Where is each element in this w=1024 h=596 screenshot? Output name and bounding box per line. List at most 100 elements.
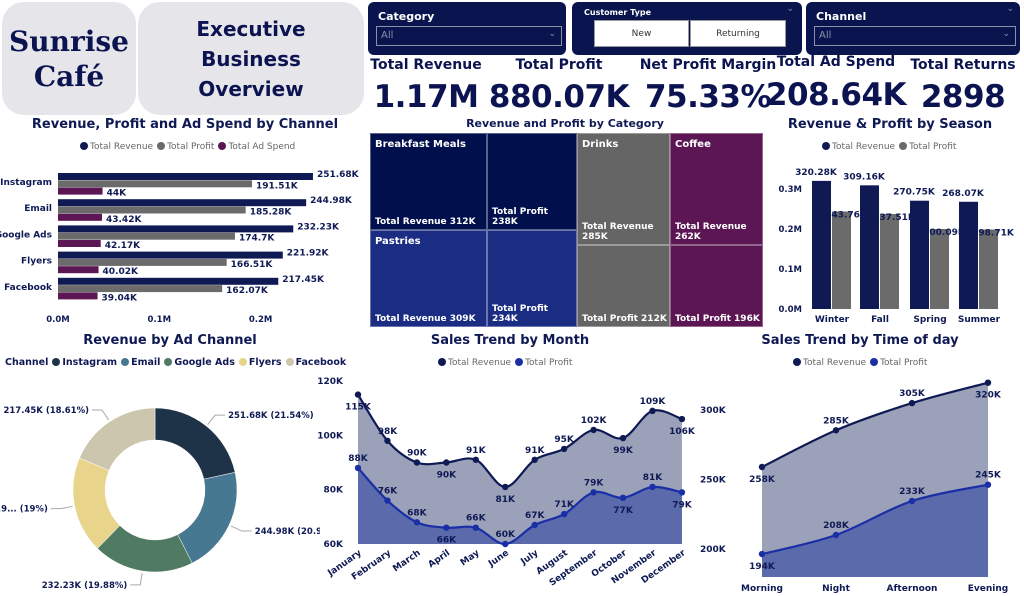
treemap-tile[interactable]: Total Profit 196K bbox=[670, 245, 763, 327]
data-label: 243.76K bbox=[825, 210, 868, 220]
bar bbox=[979, 229, 998, 309]
legend-item-revenue: Total Revenue bbox=[793, 358, 866, 368]
y-tick-label: 0.2M bbox=[778, 225, 802, 235]
data-label: 191.51K bbox=[256, 181, 299, 191]
legend-item: Instagram bbox=[52, 357, 117, 368]
data-label: 217.45K bbox=[282, 275, 325, 285]
x-axis-tick-label: May bbox=[459, 548, 482, 568]
category-label: Spring bbox=[913, 315, 946, 325]
data-label: 67K bbox=[525, 511, 546, 521]
y-tick-label: 0.0M bbox=[778, 305, 802, 315]
treemap-tile[interactable]: Pastries Total Revenue 309K bbox=[370, 230, 487, 327]
data-label: 76K bbox=[378, 487, 399, 497]
kpi-net-profit-margin-value: 75.33% bbox=[644, 79, 772, 115]
data-label: 106K bbox=[669, 427, 696, 437]
bar bbox=[58, 187, 103, 195]
data-point bbox=[619, 494, 627, 502]
category-dropdown[interactable]: All ⌄ bbox=[376, 26, 562, 46]
kpi-net-profit-margin-label: Net Profit Margin bbox=[639, 57, 777, 73]
brand-logo: Sunrise Café bbox=[2, 2, 136, 115]
category-label: Summer bbox=[958, 315, 1001, 325]
x-axis-tick-label: Morning bbox=[741, 584, 783, 594]
y2-axis-tick-label: 300K bbox=[700, 406, 727, 416]
data-point bbox=[590, 489, 597, 496]
series-area bbox=[762, 484, 988, 577]
data-label: 244.98K bbox=[310, 196, 353, 206]
tile-value-label: Total Revenue 262K bbox=[675, 222, 747, 242]
data-point bbox=[502, 540, 509, 548]
donut-chart-legend: Channel Instagram Email Google Ads Flyers Fa… bbox=[5, 357, 346, 368]
legend-item-revenue: Total Revenue bbox=[438, 358, 511, 368]
data-label: 98K bbox=[378, 427, 399, 437]
bar bbox=[58, 266, 99, 274]
data-point bbox=[413, 459, 421, 466]
data-label: 251.68K (21.54%) bbox=[228, 411, 314, 421]
channel-bar-chart-legend: Total Revenue Total Profit Total Ad Spen… bbox=[80, 142, 295, 152]
bar bbox=[812, 180, 831, 309]
channel-bar-chart-title: Revenue, Profit and Ad Spend by Channel bbox=[31, 117, 339, 132]
donut-slice bbox=[177, 472, 238, 564]
data-point bbox=[472, 524, 479, 531]
data-point bbox=[531, 521, 538, 529]
data-label: 162.07K bbox=[226, 286, 269, 296]
data-label: 79K bbox=[584, 478, 605, 488]
chevron-down-icon[interactable]: ⌄ bbox=[1006, 4, 1014, 14]
tile-value-label: Total Revenue 312K bbox=[375, 217, 476, 227]
y-axis-tick-label: 120K bbox=[317, 377, 344, 387]
bar bbox=[58, 225, 294, 233]
customer-type-new-button[interactable]: New bbox=[594, 20, 689, 47]
chevron-down-icon[interactable]: ⌄ bbox=[786, 4, 794, 14]
leader-line bbox=[130, 572, 143, 586]
data-label: 251.68K bbox=[317, 170, 360, 180]
data-point bbox=[832, 531, 840, 539]
data-label: 198.71K bbox=[972, 229, 1015, 239]
channel-dropdown[interactable]: All ⌄ bbox=[814, 26, 1016, 46]
x-axis-tick-label: Night bbox=[822, 584, 850, 594]
legend-item-profit: Total Profit bbox=[515, 358, 572, 368]
treemap-tile[interactable]: Drinks Total Revenue 285K bbox=[577, 133, 670, 245]
data-point bbox=[908, 399, 916, 407]
data-label: 88K bbox=[348, 454, 369, 464]
data-label: 99K bbox=[613, 446, 634, 456]
season-chart-title: Revenue & Profit by Season bbox=[787, 117, 993, 132]
bar bbox=[860, 185, 879, 309]
data-point bbox=[531, 456, 538, 463]
tile-value-label: Total Profit 234K bbox=[492, 304, 548, 324]
legend-item-revenue: Total Revenue bbox=[822, 142, 895, 152]
bar bbox=[959, 201, 978, 309]
x-axis-tick-label: Afternoon bbox=[887, 584, 938, 594]
data-point bbox=[678, 489, 686, 496]
treemap-tile[interactable]: Total Profit 238K bbox=[487, 133, 577, 230]
data-point bbox=[649, 407, 656, 415]
data-point bbox=[590, 426, 597, 434]
x-axis-tick-label: July bbox=[519, 548, 541, 568]
bar bbox=[58, 258, 227, 266]
legend-item: Facebook bbox=[285, 357, 346, 368]
customer-type-returning-button[interactable]: Returning bbox=[690, 20, 786, 47]
data-point bbox=[354, 391, 362, 398]
data-point bbox=[619, 434, 627, 442]
data-point bbox=[560, 510, 568, 518]
month-chart-legend: Total Revenue Total Profit bbox=[438, 358, 572, 368]
y2-axis-tick-label: 200K bbox=[700, 545, 727, 555]
leader-line bbox=[50, 505, 73, 510]
time-chart-title: Sales Trend by Time of day bbox=[761, 333, 959, 348]
data-label: 91K bbox=[525, 446, 546, 456]
treemap-tile[interactable]: Total Profit 234K bbox=[487, 230, 577, 327]
data-point bbox=[758, 463, 766, 471]
time-of-day-area-chart: 258K 285K 305K 320K 194K 208K 233K 245K Morning N… bbox=[741, 379, 1008, 594]
revenue-by-channel-donut: 251.68K (21.54%) 244.98K (20.97%) 232.23K … bbox=[0, 406, 320, 591]
data-point bbox=[560, 445, 568, 453]
season-bar-chart: 0.0M 0.1M 0.2M 0.3M 320.28K 243.76K Winter 309.… bbox=[778, 168, 1015, 325]
data-label: 39.04K bbox=[102, 293, 138, 303]
treemap-tile[interactable]: Breakfast Meals Total Revenue 312K bbox=[370, 133, 487, 230]
data-label: 245K bbox=[975, 471, 1002, 481]
legend-item: Email bbox=[121, 357, 160, 368]
bar bbox=[58, 285, 223, 293]
channel-slicer: Channel ⌄ All ⌄ bbox=[806, 2, 1020, 55]
treemap-tile[interactable]: Coffee Total Revenue 262K bbox=[670, 133, 763, 245]
data-point bbox=[384, 437, 391, 444]
data-point bbox=[908, 497, 916, 505]
data-label: 221.92K bbox=[287, 249, 330, 259]
treemap-tile[interactable]: Total Profit 212K bbox=[577, 245, 670, 327]
